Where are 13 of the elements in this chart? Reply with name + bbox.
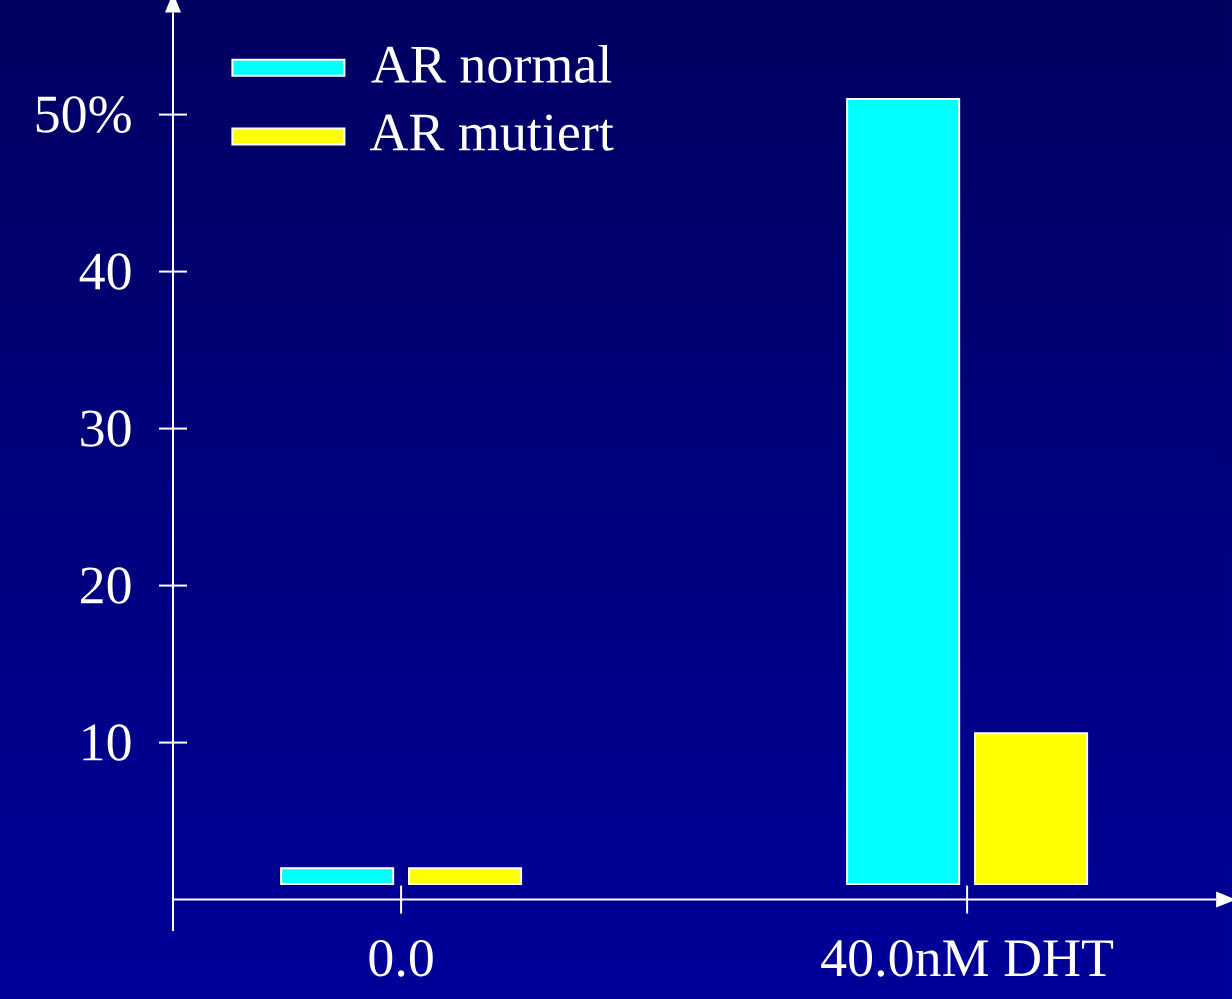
x-tick-label: 40.0nM DHT <box>821 939 1114 977</box>
y-tick-label: 40 <box>79 253 131 290</box>
y-tick-label: 50% <box>36 96 131 133</box>
bar <box>974 732 1089 885</box>
bar <box>280 867 395 885</box>
legend-label: AR mutiert <box>369 114 614 151</box>
legend-label: AR normal <box>371 44 612 83</box>
y-tick-label: 20 <box>80 567 131 604</box>
y-tick-label: 10 <box>83 724 131 761</box>
y-tick-label: 30 <box>81 410 131 447</box>
bar <box>408 867 523 885</box>
bar <box>846 97 961 885</box>
x-tick-label: 0.0 <box>369 939 433 977</box>
